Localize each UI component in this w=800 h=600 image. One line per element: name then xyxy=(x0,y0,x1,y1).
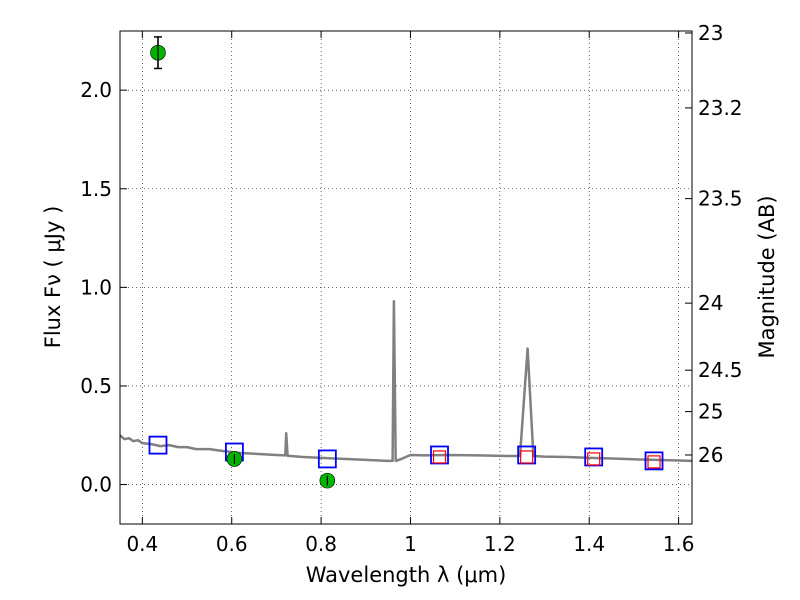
x-tick-label: 1 xyxy=(404,532,417,556)
mag-tick-label: 24 xyxy=(698,291,723,315)
y-tick-label: 0.0 xyxy=(80,473,112,497)
upper-limit-square-marker xyxy=(647,455,661,469)
upper-limit-square-marker xyxy=(432,450,447,464)
ticks: 0.4 0.6 0.8 1 1.2 1.4 1.6 0.0 0.5 1.0 1.5 2.0 23 23.2… xyxy=(80,21,742,556)
mag-tick-label: 25 xyxy=(698,400,723,424)
y-axis-label: Flux Fν ( μJy ) xyxy=(41,206,65,349)
sed-curve-layer xyxy=(119,299,693,463)
y-tick-label: 2.0 xyxy=(80,78,112,102)
y-tick-label: 0.5 xyxy=(80,374,112,398)
mag-tick-label: 23.5 xyxy=(698,187,743,211)
plot-frame xyxy=(119,30,693,525)
upper-limit-square-marker xyxy=(587,452,601,466)
x-tick-label: 1.6 xyxy=(663,532,695,556)
x-tick-label: 0.8 xyxy=(305,532,337,556)
y2-axis-label: Magnitude (AB) xyxy=(755,195,779,358)
x-axis-label: Wavelength λ (μm) xyxy=(306,563,507,587)
y-tick-label: 1.5 xyxy=(80,177,112,201)
model-square-marker xyxy=(148,435,168,455)
mag-tick-label: 26 xyxy=(698,443,723,467)
x-tick-label: 0.4 xyxy=(126,532,158,556)
model-square-marker xyxy=(644,451,664,471)
x-tick-label: 1.2 xyxy=(484,532,516,556)
mag-tick-label: 23.2 xyxy=(698,96,743,120)
grid xyxy=(120,31,692,524)
model-square-marker xyxy=(317,449,337,469)
x-tick-label: 1.4 xyxy=(573,532,605,556)
markers-layer xyxy=(148,36,664,489)
sed-curve xyxy=(119,299,693,463)
upper-limit-square-marker xyxy=(520,450,534,464)
mag-tick-label: 23 xyxy=(698,21,723,45)
x-tick-label: 0.6 xyxy=(216,532,248,556)
y-tick-label: 1.0 xyxy=(80,275,112,299)
mag-tick-label: 24.5 xyxy=(698,358,743,382)
